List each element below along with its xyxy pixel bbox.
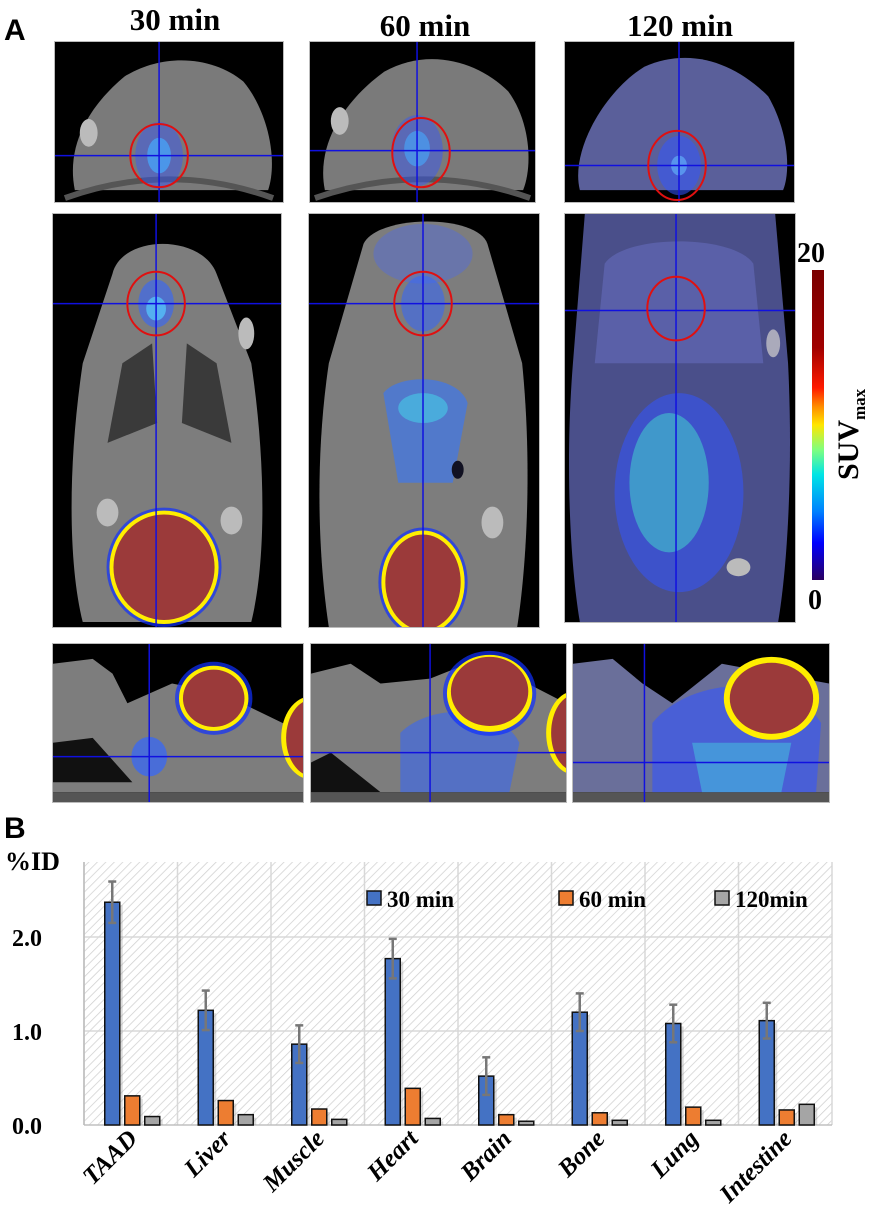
bar-group-muscle <box>291 1024 350 1126</box>
bar <box>311 1108 328 1126</box>
x-tick-labels: TAAD Liver Muscle Heart Brain Bone Lung Intesti… <box>78 1124 798 1208</box>
y-tick-labels: 0.0 1.0 2.0 <box>12 926 42 1140</box>
pet-ct-transverse-30min <box>54 41 284 203</box>
x-tick-label: Lung <box>645 1125 704 1184</box>
bar <box>705 1119 722 1126</box>
panel-b-label: B <box>4 812 26 845</box>
legend-swatch <box>366 890 382 906</box>
x-tick-label: TAAD <box>78 1125 143 1190</box>
x-tick-label: Bone <box>552 1125 610 1183</box>
x-tick-label: Liver <box>178 1125 236 1183</box>
y-axis-label: %ID <box>5 847 60 876</box>
legend-label: 30 min <box>387 887 454 912</box>
pet-ct-transverse-120min <box>564 41 795 203</box>
suv-colorbar <box>812 270 824 580</box>
column-title-60min: 60 min <box>379 8 471 43</box>
pet-ct-sagittal-60min <box>310 643 567 803</box>
legend-swatch <box>714 890 730 906</box>
bar <box>778 1109 795 1126</box>
biodistribution-bar-chart: %ID 0.0 1.0 2.0 TAAD Liver Muscle Heart Brain B… <box>5 847 833 1209</box>
bar <box>591 1112 608 1126</box>
pet-ct-coronal-60min <box>308 213 540 628</box>
bar-group-brain <box>478 1056 537 1126</box>
bar <box>424 1117 441 1126</box>
bar-groups <box>104 880 818 1126</box>
bar <box>237 1113 254 1126</box>
legend-label: 120min <box>735 887 808 912</box>
y-tick-label: 1.0 <box>12 1020 42 1046</box>
pet-ct-coronal-30min <box>52 213 282 628</box>
bar <box>217 1099 234 1126</box>
bar-group-taad <box>104 880 163 1126</box>
bar <box>384 957 401 1126</box>
y-tick-label: 0.0 <box>12 1114 42 1140</box>
legend-label: 60 min <box>579 887 646 912</box>
bar <box>104 901 121 1126</box>
bar <box>798 1103 815 1126</box>
column-title-30min: 30 min <box>129 2 221 37</box>
bar-group-lung <box>665 1003 724 1126</box>
bar-group-intestine <box>758 1001 818 1126</box>
pet-ct-transverse-60min <box>309 41 536 203</box>
chart-legend: 30 min 60 min 120min <box>366 887 808 912</box>
pet-ct-sagittal-30min <box>52 643 304 803</box>
bar <box>611 1119 628 1126</box>
bar <box>518 1120 535 1126</box>
colorbar-max-label: 20 <box>797 238 825 269</box>
x-tick-label: Muscle <box>257 1125 330 1198</box>
legend-swatch <box>558 890 574 906</box>
column-title-120min: 120 min <box>627 8 733 43</box>
panel-a-label: A <box>4 14 26 47</box>
bar <box>498 1113 515 1126</box>
bar-group-heart <box>384 937 444 1126</box>
colorbar-min-label: 0 <box>808 585 822 616</box>
bar <box>685 1106 702 1126</box>
bar-group-liver <box>197 989 257 1126</box>
colorbar-title: SUVmax <box>832 388 869 480</box>
x-tick-label: Brain <box>455 1125 517 1187</box>
x-tick-label: Intestine <box>714 1125 798 1209</box>
bar <box>331 1118 348 1126</box>
pet-ct-coronal-120min <box>564 213 796 623</box>
x-tick-label: Heart <box>361 1124 424 1187</box>
pet-ct-sagittal-120min <box>572 643 830 803</box>
bar <box>124 1095 141 1126</box>
bar <box>404 1087 421 1126</box>
y-tick-label: 2.0 <box>12 926 42 952</box>
bar <box>144 1115 161 1126</box>
bar-group-bone <box>571 992 631 1126</box>
